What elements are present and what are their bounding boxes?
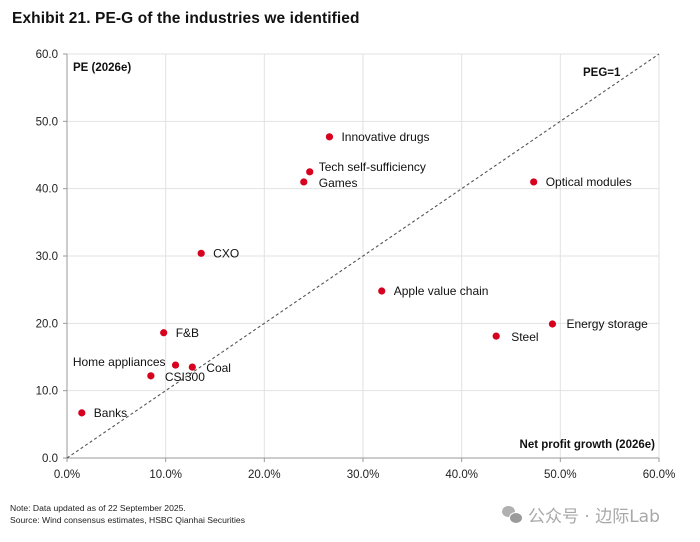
scatter-chart: 0.0 10.0 20.0 30.0 40.0 50.0 60.0 0.0% 10.0% 20.0… (36, 49, 676, 481)
y-tick-label: 0.0 (42, 453, 58, 465)
data-point-label: Banks (94, 406, 127, 420)
data-point-label: Home appliances (73, 355, 166, 369)
x-tick-label: 60.0% (643, 469, 676, 481)
watermark-text: 公众号 · 边际Lab (528, 507, 660, 527)
x-tick-label: 0.0% (54, 469, 80, 481)
axes (63, 53, 660, 462)
data-point-label: Tech self-sufficiency (319, 160, 426, 174)
data-point (530, 178, 538, 186)
note-text: Note: Data updated as of 22 September 20… (10, 503, 186, 513)
y-tick-label: 20.0 (36, 318, 58, 330)
x-tick-label: 30.0% (347, 469, 380, 481)
data-point-label: Energy storage (566, 317, 648, 331)
data-point (548, 320, 557, 328)
data-point (325, 133, 334, 141)
data-point-label: F&B (176, 326, 199, 340)
data-point-label: Apple value chain (394, 284, 489, 298)
data-point-label: Games (319, 176, 358, 190)
data-point (300, 178, 308, 186)
data-point (147, 372, 155, 380)
x-tick-label: 40.0% (445, 469, 478, 481)
y-axis-label: PE (2026e) (73, 62, 131, 74)
y-tick-label: 50.0 (36, 116, 58, 128)
data-point-label: Steel (511, 330, 538, 344)
y-tick-label: 10.0 (36, 386, 58, 398)
data-point (188, 363, 196, 371)
data-point (197, 249, 205, 257)
data-point (78, 409, 86, 417)
data-point-label: Coal (206, 361, 231, 375)
y-tick-label: 40.0 (36, 184, 58, 196)
data-point-label: Optical modules (546, 175, 632, 189)
x-tick-label: 50.0% (544, 469, 577, 481)
data-points: Innovative drugs Tech self-sufficiency Gam… (73, 130, 648, 420)
data-point-label: CXO (213, 246, 239, 260)
data-point-label: CSI300 (165, 370, 205, 384)
x-axis-label: Net profit growth (2026e) (520, 439, 656, 451)
watermark: 公众号 · 边际Lab (502, 502, 660, 527)
peg-dashed-line (66, 53, 660, 459)
peg-reference-line (66, 53, 660, 459)
source-text: Source: Wind consensus estimates, HSBC Q… (10, 515, 245, 525)
x-tick-label: 10.0% (149, 469, 182, 481)
data-point (160, 329, 168, 337)
chart-footnote: Note: Data updated as of 22 September 20… (10, 502, 245, 526)
chart-title: Exhibit 21. PE-G of the industries we id… (12, 10, 360, 27)
data-point (306, 168, 314, 176)
data-point (492, 332, 500, 340)
y-tick-label: 30.0 (36, 251, 58, 263)
data-point-label: Innovative drugs (341, 130, 429, 144)
data-point (378, 287, 386, 295)
data-point (171, 361, 180, 369)
tick-labels: 0.0 10.0 20.0 30.0 40.0 50.0 60.0 0.0% 10.0% 20.0… (36, 49, 676, 481)
peg-label: PEG=1 (583, 67, 621, 79)
x-tick-label: 20.0% (248, 469, 281, 481)
y-tick-label: 60.0 (36, 49, 58, 61)
wechat-icon (502, 505, 523, 524)
